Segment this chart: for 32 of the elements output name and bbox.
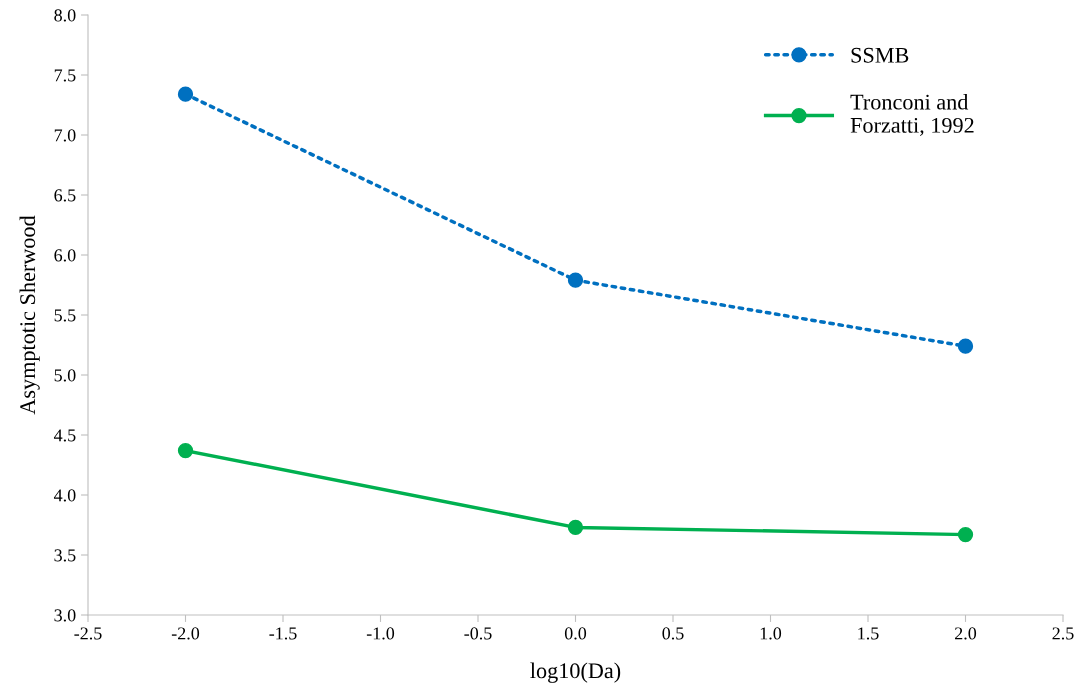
y-axis-title: Asymptotic Sherwood bbox=[19, 215, 40, 415]
x-tick-label: -1.0 bbox=[366, 627, 395, 640]
y-tick-label: 3.0 bbox=[54, 609, 76, 622]
x-tick-label: 2.5 bbox=[1052, 627, 1074, 640]
x-tick-label: -0.5 bbox=[464, 627, 492, 640]
y-tick-label: 4.0 bbox=[53, 489, 76, 502]
x-tick-label: 1.0 bbox=[760, 627, 782, 640]
x-tick-label: 0.0 bbox=[564, 627, 587, 640]
y-tick-label: 7.5 bbox=[54, 69, 76, 82]
y-tick-label: 8.0 bbox=[54, 9, 76, 22]
y-tick-label: 5.0 bbox=[54, 369, 76, 382]
y-tick-label: 5.5 bbox=[54, 309, 76, 322]
y-tick-label: 6.0 bbox=[54, 249, 76, 262]
x-tick-label: 0.5 bbox=[662, 627, 684, 640]
point bbox=[957, 338, 974, 354]
legend-label: SSMB bbox=[851, 47, 909, 63]
y-tick-label: 4.5 bbox=[53, 429, 76, 442]
x-tick-label: 2.0 bbox=[955, 627, 977, 640]
point bbox=[957, 526, 974, 543]
y-tick-label: 3.5 bbox=[54, 549, 76, 562]
y-tick-label: 6.5 bbox=[54, 189, 76, 202]
point bbox=[567, 519, 584, 536]
x-tick-label: -1.5 bbox=[269, 627, 297, 640]
x-tick-label: 1.5 bbox=[858, 627, 879, 640]
legend-label: Tronconi and Forzatti, 1992 bbox=[850, 93, 974, 137]
x-tick-label: -2.5 bbox=[74, 627, 102, 640]
point bbox=[177, 86, 194, 102]
point bbox=[567, 272, 584, 288]
point bbox=[177, 442, 194, 459]
y-tick-label: 7.0 bbox=[54, 129, 76, 142]
x-axis-title: log10(Da) bbox=[530, 662, 621, 683]
x-tick-label: -2.0 bbox=[171, 627, 200, 640]
